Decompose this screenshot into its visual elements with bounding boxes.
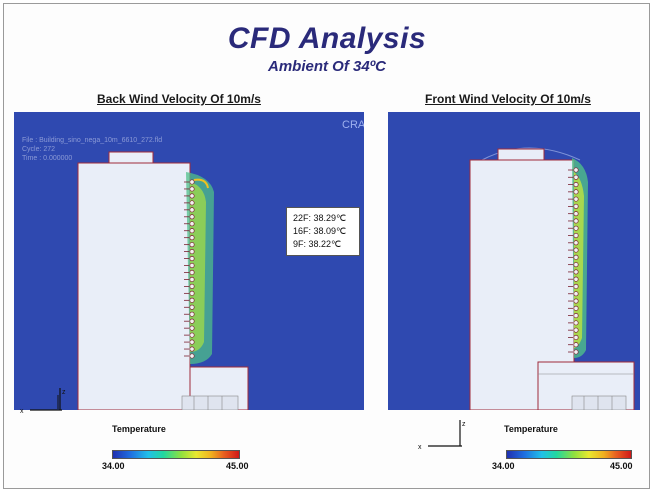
left-building-diagram — [57, 151, 249, 410]
ac-unit-marker — [573, 167, 579, 173]
ac-unit-marker — [189, 179, 195, 185]
right-rooftop-box — [497, 148, 545, 161]
callout-line-22f: 22F: 38.29℃ — [293, 213, 347, 223]
ac-unit-marker — [189, 269, 195, 276]
ac-unit-marker — [573, 211, 579, 217]
ac-unit-marker — [573, 305, 579, 311]
ac-unit-marker — [189, 332, 195, 338]
ac-unit-marker — [189, 249, 195, 255]
ac-unit-marker — [573, 283, 579, 290]
left-legend-title: Temperature — [112, 424, 166, 434]
left-legend-max: 45.00 — [226, 461, 249, 471]
left-axis-triad: z x — [20, 388, 66, 415]
ac-unit-marker — [189, 318, 195, 324]
ac-unit-marker — [189, 186, 195, 192]
ac-unit-marker — [189, 200, 195, 206]
left-logo-text: CRA — [342, 119, 364, 131]
ac-unit-marker — [189, 235, 195, 241]
ac-unit-marker — [573, 291, 579, 297]
ac-unit-marker — [189, 262, 195, 269]
right-legend-area: z x Temperature 34.00 45.00 — [388, 410, 640, 480]
ac-unit-marker — [573, 349, 579, 355]
left-info-time: Time : 0.000000 — [22, 155, 73, 162]
ac-unit-marker — [573, 276, 579, 282]
right-panel-title: Front Wind Velocity Of 10m/s — [425, 92, 591, 106]
ac-unit-marker — [189, 339, 195, 345]
right-cfd-field — [388, 112, 640, 410]
ac-unit-marker — [573, 320, 579, 326]
ac-unit-marker — [189, 228, 195, 234]
left-colorbar — [112, 450, 240, 459]
ac-unit-marker — [573, 342, 579, 348]
left-info-cycle: Cycle: 272 — [22, 146, 56, 153]
ac-unit-marker — [573, 298, 579, 304]
left-tower — [77, 162, 191, 410]
left-panel-title: Back Wind Velocity Of 10m/s — [97, 92, 261, 106]
right-axis-triad: z x — [418, 420, 466, 451]
ac-unit-marker — [189, 346, 195, 352]
ac-unit-marker — [573, 189, 579, 195]
left-info-block: File : Building_sino_nega_10m_6610_272.f… — [22, 136, 162, 163]
right-legend-min: 34.00 — [492, 461, 515, 471]
ac-unit-marker — [573, 182, 579, 188]
ac-unit-marker — [573, 254, 579, 260]
ac-unit-marker — [573, 313, 579, 319]
ac-unit-marker — [189, 353, 195, 359]
left-podium-windows — [181, 395, 239, 410]
svg-text:x: x — [20, 408, 24, 415]
ac-unit-marker — [573, 232, 579, 239]
svg-text:x: x — [418, 444, 422, 451]
ac-unit-marker — [573, 262, 579, 268]
left-info-file: File : Building_sino_nega_10m_6610_272.f… — [22, 137, 163, 144]
ac-unit-marker — [189, 256, 195, 262]
ac-unit-marker — [189, 214, 195, 220]
ac-unit-marker — [189, 297, 195, 303]
ac-unit-marker — [573, 225, 579, 231]
ac-unit-marker — [189, 276, 195, 282]
left-ac-units — [184, 179, 195, 359]
ac-unit-marker — [189, 304, 195, 310]
right-building-diagram — [469, 147, 635, 410]
ac-unit-marker — [189, 311, 195, 317]
left-rooftop-box — [108, 151, 154, 165]
right-legend-max: 45.00 — [610, 461, 633, 471]
right-colorbar — [506, 450, 632, 459]
slide-title: CFD Analysis — [227, 22, 427, 55]
ac-unit-marker — [573, 218, 579, 224]
temperature-callout: 22F: 38.29℃ 16F: 38.09℃ 9F: 38.22℃ — [286, 207, 360, 256]
ac-unit-marker — [573, 196, 579, 202]
ac-unit-marker — [573, 269, 579, 275]
left-legend-min: 34.00 — [102, 461, 125, 471]
ac-unit-marker — [189, 207, 195, 213]
slide-subtitle: Ambient Of 34ºC — [268, 58, 386, 75]
ac-unit-marker — [189, 193, 195, 199]
right-ac-units — [568, 167, 579, 355]
ac-unit-marker — [573, 203, 579, 209]
right-podium-windows — [571, 395, 627, 410]
ac-unit-marker — [573, 334, 579, 340]
ac-unit-marker — [573, 327, 579, 333]
ac-unit-marker — [189, 325, 195, 331]
right-legend-title: Temperature — [504, 424, 558, 434]
ac-unit-marker — [189, 242, 195, 248]
ac-unit-marker — [189, 283, 195, 289]
ac-unit-marker — [189, 290, 195, 296]
ac-unit-marker — [573, 247, 579, 253]
callout-line-16f: 16F: 38.09℃ — [293, 226, 347, 236]
ac-unit-marker — [573, 240, 579, 246]
svg-text:z: z — [62, 389, 66, 396]
ac-unit-marker — [573, 174, 579, 180]
svg-text:z: z — [462, 421, 466, 428]
left-cfd-field: File : Building_sino_nega_10m_6610_272.f… — [14, 112, 364, 410]
ac-unit-marker — [189, 221, 195, 227]
left-legend-area: z x Temperature 34.00 45.00 — [14, 388, 364, 480]
callout-line-9f: 9F: 38.22℃ — [293, 239, 342, 249]
